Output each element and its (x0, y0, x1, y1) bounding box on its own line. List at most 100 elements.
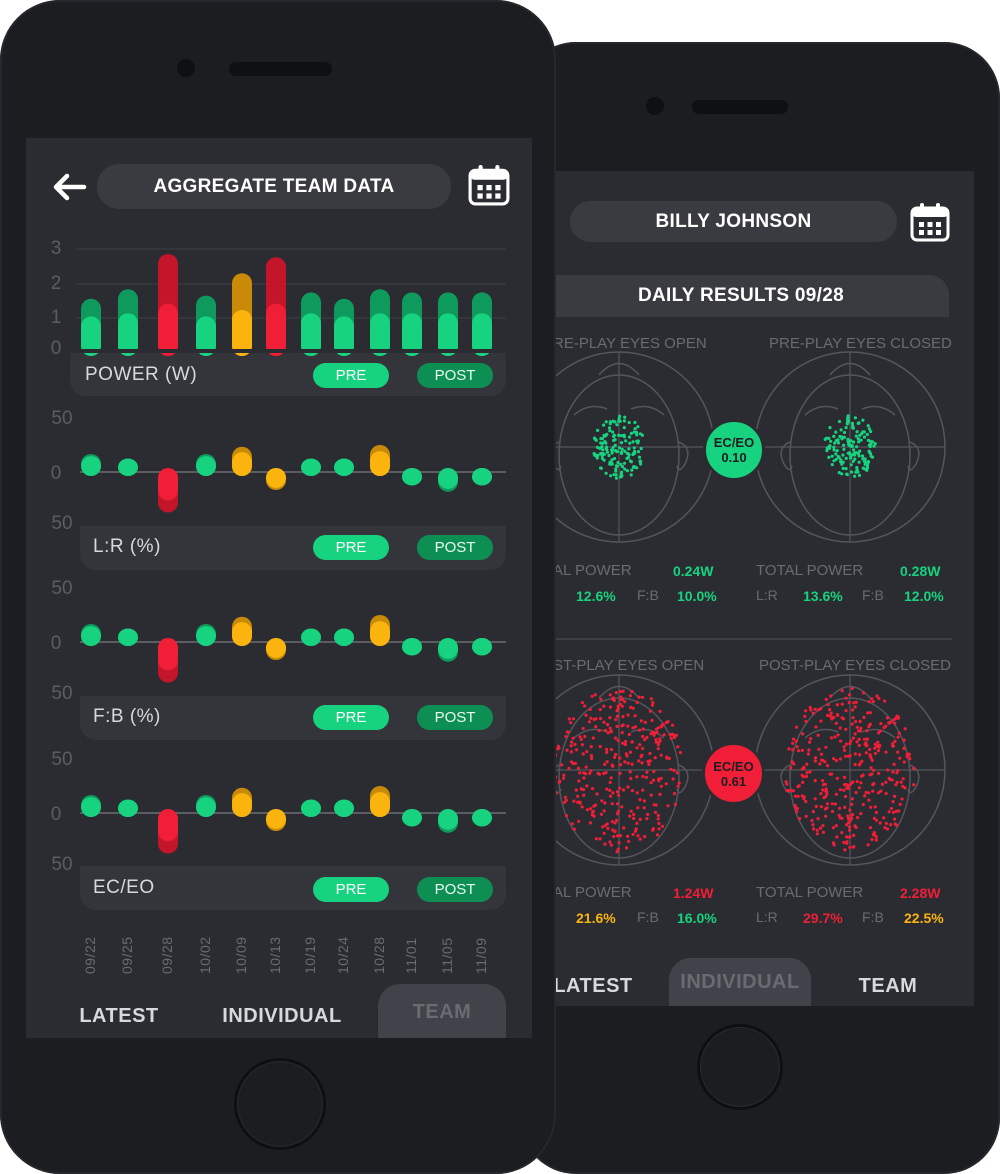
eeg-dot (811, 810, 815, 814)
eeg-dot (884, 780, 888, 784)
eeg-dot (797, 749, 801, 753)
eeg-dot (615, 802, 619, 806)
eeg-dot (829, 439, 833, 443)
eeg-dot (615, 850, 619, 854)
eceo-pre-toggle[interactable]: PRE (313, 877, 389, 902)
arrow-left-icon[interactable] (52, 172, 87, 202)
ear-outline (676, 441, 689, 471)
eeg-dot (564, 798, 568, 802)
eeg-dot (841, 453, 845, 457)
player-name-header[interactable]: BILLY JOHNSON (570, 201, 897, 242)
eeg-dot (598, 717, 603, 721)
lr-pre-bar (232, 452, 252, 476)
tab-individual[interactable]: INDIVIDUAL (222, 1004, 342, 1027)
eeg-dot (861, 454, 865, 458)
eeg-dot (848, 835, 852, 839)
eeg-dot (850, 816, 854, 820)
eeg-dot (605, 822, 609, 826)
eeg-dot (838, 788, 842, 792)
eeg-dot (883, 699, 887, 703)
fb-pre-bar (81, 626, 101, 646)
eeg-dot (613, 821, 617, 825)
home-button[interactable] (234, 1058, 326, 1150)
eeg-dot (852, 701, 856, 705)
eeg-dot (867, 427, 871, 431)
fb-post-toggle[interactable]: POST (417, 705, 493, 730)
eeg-dot (851, 708, 855, 712)
eeg-dot (641, 734, 645, 739)
post-open-head-map (553, 674, 715, 866)
eeg-dot (609, 474, 613, 478)
eeg-dot (826, 764, 830, 768)
eeg-dot (845, 422, 849, 426)
eeg-dot (649, 781, 653, 785)
tab-latest[interactable]: LATEST (79, 1004, 159, 1027)
eeg-dot (664, 782, 668, 786)
lr-pre-bar (196, 456, 216, 476)
lr-post-toggle[interactable]: POST (417, 535, 493, 560)
tab-latest[interactable]: LATEST (553, 974, 633, 997)
eeg-dot (576, 800, 580, 804)
eceo-post-toggle[interactable]: POST (417, 877, 493, 902)
eeg-dot (894, 783, 898, 787)
eeg-dot (843, 848, 847, 852)
power-pre-bar (196, 316, 216, 356)
eeg-dot (891, 744, 895, 748)
eeg-dot (849, 456, 853, 460)
power-pre-toggle[interactable]: PRE (313, 363, 389, 388)
eeg-dot (839, 458, 843, 462)
eeg-dot (622, 826, 626, 830)
eeg-dot (619, 450, 623, 454)
fb-pre-toggle[interactable]: PRE (313, 705, 389, 730)
eeg-dot (570, 740, 574, 744)
eeg-dot (614, 718, 618, 722)
eeg-dot (878, 729, 883, 733)
power-post-toggle[interactable]: POST (417, 363, 493, 388)
eeg-dot (676, 745, 680, 749)
eeg-dot (654, 803, 658, 807)
header-title[interactable]: AGGREGATE TEAM DATA (97, 164, 451, 209)
eeg-dot (855, 779, 859, 784)
eeg-dot (567, 717, 571, 721)
eeg-dot (630, 468, 634, 472)
eeg-dot (828, 772, 832, 776)
eeg-dot (614, 469, 618, 473)
tab-team[interactable]: TEAM (378, 984, 506, 1038)
power-pre-bar (301, 313, 321, 356)
eeg-dot (893, 721, 897, 725)
post-fb-left: 16.0% (677, 910, 717, 926)
eeg-dot (794, 739, 798, 743)
eeg-dot (620, 441, 624, 445)
eeg-dot (640, 753, 644, 757)
eeg-dot (672, 734, 676, 738)
eeg-dot (842, 788, 846, 792)
pre-total-power-label-left: AL POWER (553, 562, 632, 579)
eeg-dot (640, 695, 645, 699)
tab-individual[interactable]: INDIVIDUAL (669, 958, 811, 1006)
nose-outline (598, 685, 640, 699)
eeg-dot (836, 733, 840, 737)
power-pre-bar (158, 303, 178, 356)
eeg-dot (630, 689, 634, 694)
eeg-dot (630, 740, 634, 744)
eeg-dot (828, 714, 833, 718)
calendar-icon[interactable] (910, 202, 950, 242)
eeg-dot (805, 762, 809, 766)
eeg-dot (656, 817, 660, 821)
home-button[interactable] (697, 1024, 783, 1110)
tab-team[interactable]: TEAM (858, 974, 918, 997)
eeg-dot (849, 439, 853, 443)
eeg-dot (628, 441, 632, 445)
lr-pre-toggle[interactable]: PRE (313, 535, 389, 560)
eeg-dot (797, 817, 802, 821)
eeg-dot (636, 806, 640, 810)
eceo-label: EC/EO (93, 877, 155, 898)
eeg-dot (905, 753, 910, 757)
date-label: 10/13 (267, 936, 283, 974)
eeg-dot (623, 700, 627, 704)
eeg-dot (628, 770, 632, 774)
eeg-dot (863, 794, 867, 798)
eeg-dot (616, 809, 620, 813)
pre-lr-right: 13.6% (803, 588, 843, 604)
calendar-icon[interactable] (468, 164, 510, 206)
